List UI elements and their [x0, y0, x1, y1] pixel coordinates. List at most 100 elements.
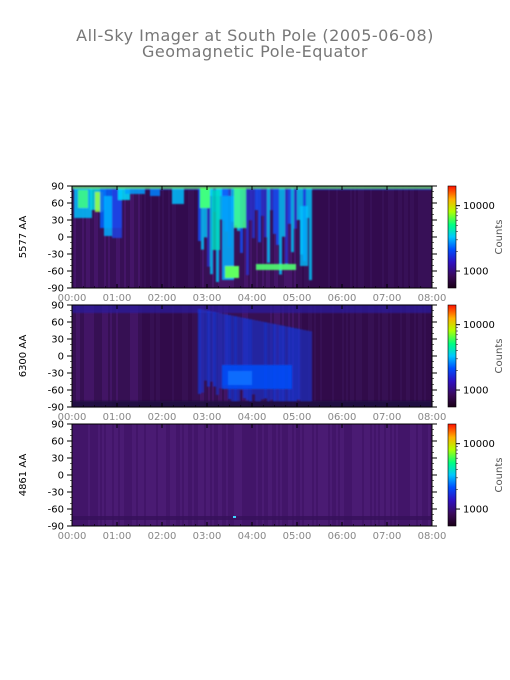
emission-patch — [125, 188, 145, 194]
heatmap-column — [146, 424, 148, 526]
heatmap-column — [84, 305, 86, 407]
emission-patch — [212, 190, 220, 250]
colorbar-label: Counts — [494, 339, 505, 374]
heatmap-column — [168, 424, 170, 526]
heatmap-column — [178, 424, 180, 526]
heatmap-column — [312, 424, 314, 526]
heatmap-column — [362, 305, 364, 407]
heatmap-column — [116, 305, 118, 407]
x-tick-label: 07:00 — [373, 293, 402, 304]
emission-streak — [264, 188, 267, 238]
emission-streak — [306, 188, 309, 218]
heatmap-column — [190, 186, 192, 288]
heatmap-column — [256, 424, 258, 526]
heatmap-column — [80, 186, 82, 288]
emission-patch — [256, 264, 296, 270]
emission-streak — [234, 316, 237, 401]
heatmap-column — [352, 424, 354, 526]
heatmap-column — [360, 186, 362, 288]
x-tick-label: 05:00 — [283, 293, 312, 304]
heatmap-column — [112, 424, 114, 526]
heatmap-column — [180, 186, 182, 288]
heatmap-column — [324, 305, 326, 407]
heatmap-column — [248, 424, 250, 526]
y-tick-label: -30 — [48, 250, 64, 261]
x-tick-label: 01:00 — [103, 293, 132, 304]
heatmap-column — [356, 186, 358, 288]
emission-streak — [261, 321, 264, 400]
heatmap-column — [104, 186, 106, 288]
heatmap-column — [162, 186, 164, 288]
heatmap-column — [360, 424, 362, 526]
heatmap-column — [142, 424, 144, 526]
heatmap-column — [150, 424, 152, 526]
heatmap-column — [250, 186, 252, 288]
heatmap-column — [298, 424, 300, 526]
emission-streak — [252, 319, 255, 395]
heatmap-column — [72, 186, 74, 288]
heatmap-column — [274, 186, 276, 288]
heatmap-column — [242, 424, 244, 526]
heatmap-column — [100, 424, 102, 526]
heatmap-column — [408, 424, 410, 526]
emission-streak — [225, 314, 228, 385]
heatmap-column — [220, 424, 222, 526]
heatmap-column — [342, 186, 344, 288]
heatmap-column — [122, 424, 124, 526]
heatmap-column — [222, 424, 224, 526]
heatmap-column — [84, 424, 86, 526]
heatmap-column — [340, 424, 342, 526]
heatmap-column — [134, 186, 136, 288]
heatmap-column — [202, 424, 204, 526]
heatmap-column — [100, 186, 102, 288]
heatmap-column — [368, 186, 370, 288]
heatmap-column — [140, 186, 142, 288]
heatmap-column — [212, 424, 214, 526]
heatmap-column — [88, 305, 90, 407]
heatmap-column — [188, 305, 190, 407]
heatmap-column — [394, 305, 396, 407]
emission-streak — [288, 327, 291, 401]
chart-subtitle: Geomagnetic Pole-Equator — [142, 42, 368, 61]
y-tick-label: 30 — [51, 216, 64, 227]
emission-streak — [219, 313, 222, 389]
heatmap-column — [296, 424, 298, 526]
heatmap-column — [182, 305, 184, 407]
heatmap-column — [304, 424, 306, 526]
emission-patch — [112, 188, 122, 238]
heatmap-column — [422, 305, 424, 407]
x-tick-label: 04:00 — [238, 293, 267, 304]
heatmap-column — [76, 424, 78, 526]
colorbar-tick-label: 10000 — [463, 201, 495, 212]
heatmap-column — [288, 424, 290, 526]
heatmap-column — [358, 424, 360, 526]
heatmap-column — [74, 424, 76, 526]
colorbar-tick-label: 1000 — [463, 386, 488, 397]
heatmap-column — [172, 424, 174, 526]
emission-streak — [246, 318, 249, 401]
heatmap-column — [84, 186, 86, 288]
heatmap-column — [246, 424, 248, 526]
heatmap-column — [174, 186, 176, 288]
heatmap-column — [414, 186, 416, 288]
heatmap-column — [400, 186, 402, 288]
heatmap-column — [282, 424, 284, 526]
heatmap-column — [406, 424, 408, 526]
heatmap-column — [402, 305, 404, 407]
heatmap-column — [142, 305, 144, 407]
heatmap-column — [296, 186, 298, 288]
heatmap-column — [156, 186, 158, 288]
heatmap-column — [424, 305, 426, 407]
heatmap-column — [270, 186, 272, 288]
heatmap-column — [94, 305, 96, 407]
heatmap-column — [134, 305, 136, 407]
heatmap-column — [414, 305, 416, 407]
heatmap-column — [324, 186, 326, 288]
heatmap-column — [244, 186, 246, 288]
heatmap-column — [392, 305, 394, 407]
heatmap-column — [184, 305, 186, 407]
heatmap-column — [98, 424, 100, 526]
y-tick-label: -30 — [48, 369, 64, 380]
heatmap-column — [384, 305, 386, 407]
